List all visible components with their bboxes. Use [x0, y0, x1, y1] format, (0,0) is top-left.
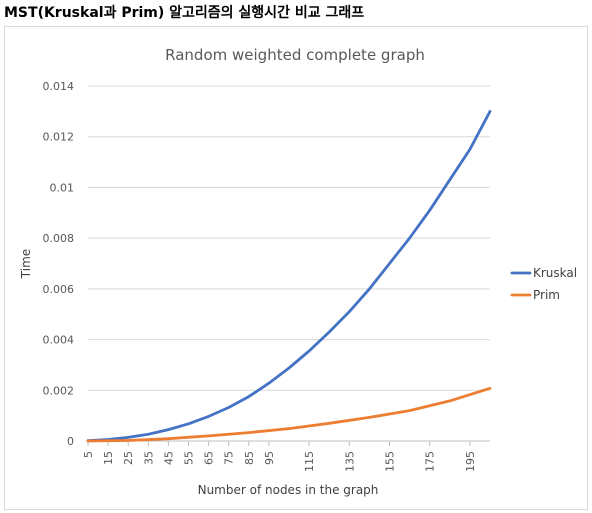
legend-label-prim: Prim — [533, 288, 560, 302]
x-tick-label: 5 — [82, 451, 95, 458]
x-tick-label: 155 — [384, 451, 397, 472]
x-tick-label: 75 — [223, 451, 236, 465]
chart-frame — [4, 26, 588, 510]
gridlines — [88, 85, 490, 442]
x-tick-label: 45 — [162, 451, 175, 465]
x-tick-label: 15 — [102, 451, 115, 465]
page-heading: MST(Kruskal과 Prim) 알고리즘의 실행시간 비교 그래프 — [4, 5, 365, 21]
legend: Kruskal Prim — [510, 266, 577, 302]
x-tick-label: 135 — [343, 451, 356, 472]
y-tick-label: 0.012 — [43, 131, 75, 144]
x-tick-label: 115 — [303, 451, 316, 472]
y-tick-label: 0.01 — [50, 181, 75, 194]
x-tick-label: 95 — [263, 451, 276, 465]
series-line-prim — [86, 386, 492, 443]
x-tick-label: 175 — [424, 451, 437, 472]
y-tick-label: 0.008 — [43, 232, 75, 245]
y-tick-label: 0.014 — [43, 80, 75, 93]
x-axis-ticks: 5 15 25 35 45 55 65 75 85 95 115 135 155 175 195 — [82, 441, 477, 472]
series-lines — [86, 110, 492, 443]
y-axis-label: Time — [19, 249, 33, 279]
y-tick-label: 0.004 — [43, 334, 75, 347]
x-tick-label: 65 — [203, 451, 216, 465]
y-tick-label: 0 — [67, 435, 74, 448]
x-tick-label: 85 — [243, 451, 256, 465]
y-tick-label: 0.006 — [43, 283, 75, 296]
x-axis-label: Number of nodes in the graph — [198, 483, 379, 497]
x-tick-label: 35 — [142, 451, 155, 465]
chart-title: Random weighted complete graph — [165, 46, 425, 64]
y-axis-ticks: 0 0.002 0.004 0.006 0.008 0.01 0.012 0.014 — [43, 80, 75, 448]
x-tick-label: 55 — [183, 451, 196, 465]
x-tick-label: 195 — [464, 451, 477, 472]
series-line-kruskal — [86, 110, 492, 443]
y-tick-label: 0.002 — [43, 384, 75, 397]
x-tick-label: 25 — [122, 451, 135, 465]
legend-label-kruskal: Kruskal — [533, 266, 577, 280]
